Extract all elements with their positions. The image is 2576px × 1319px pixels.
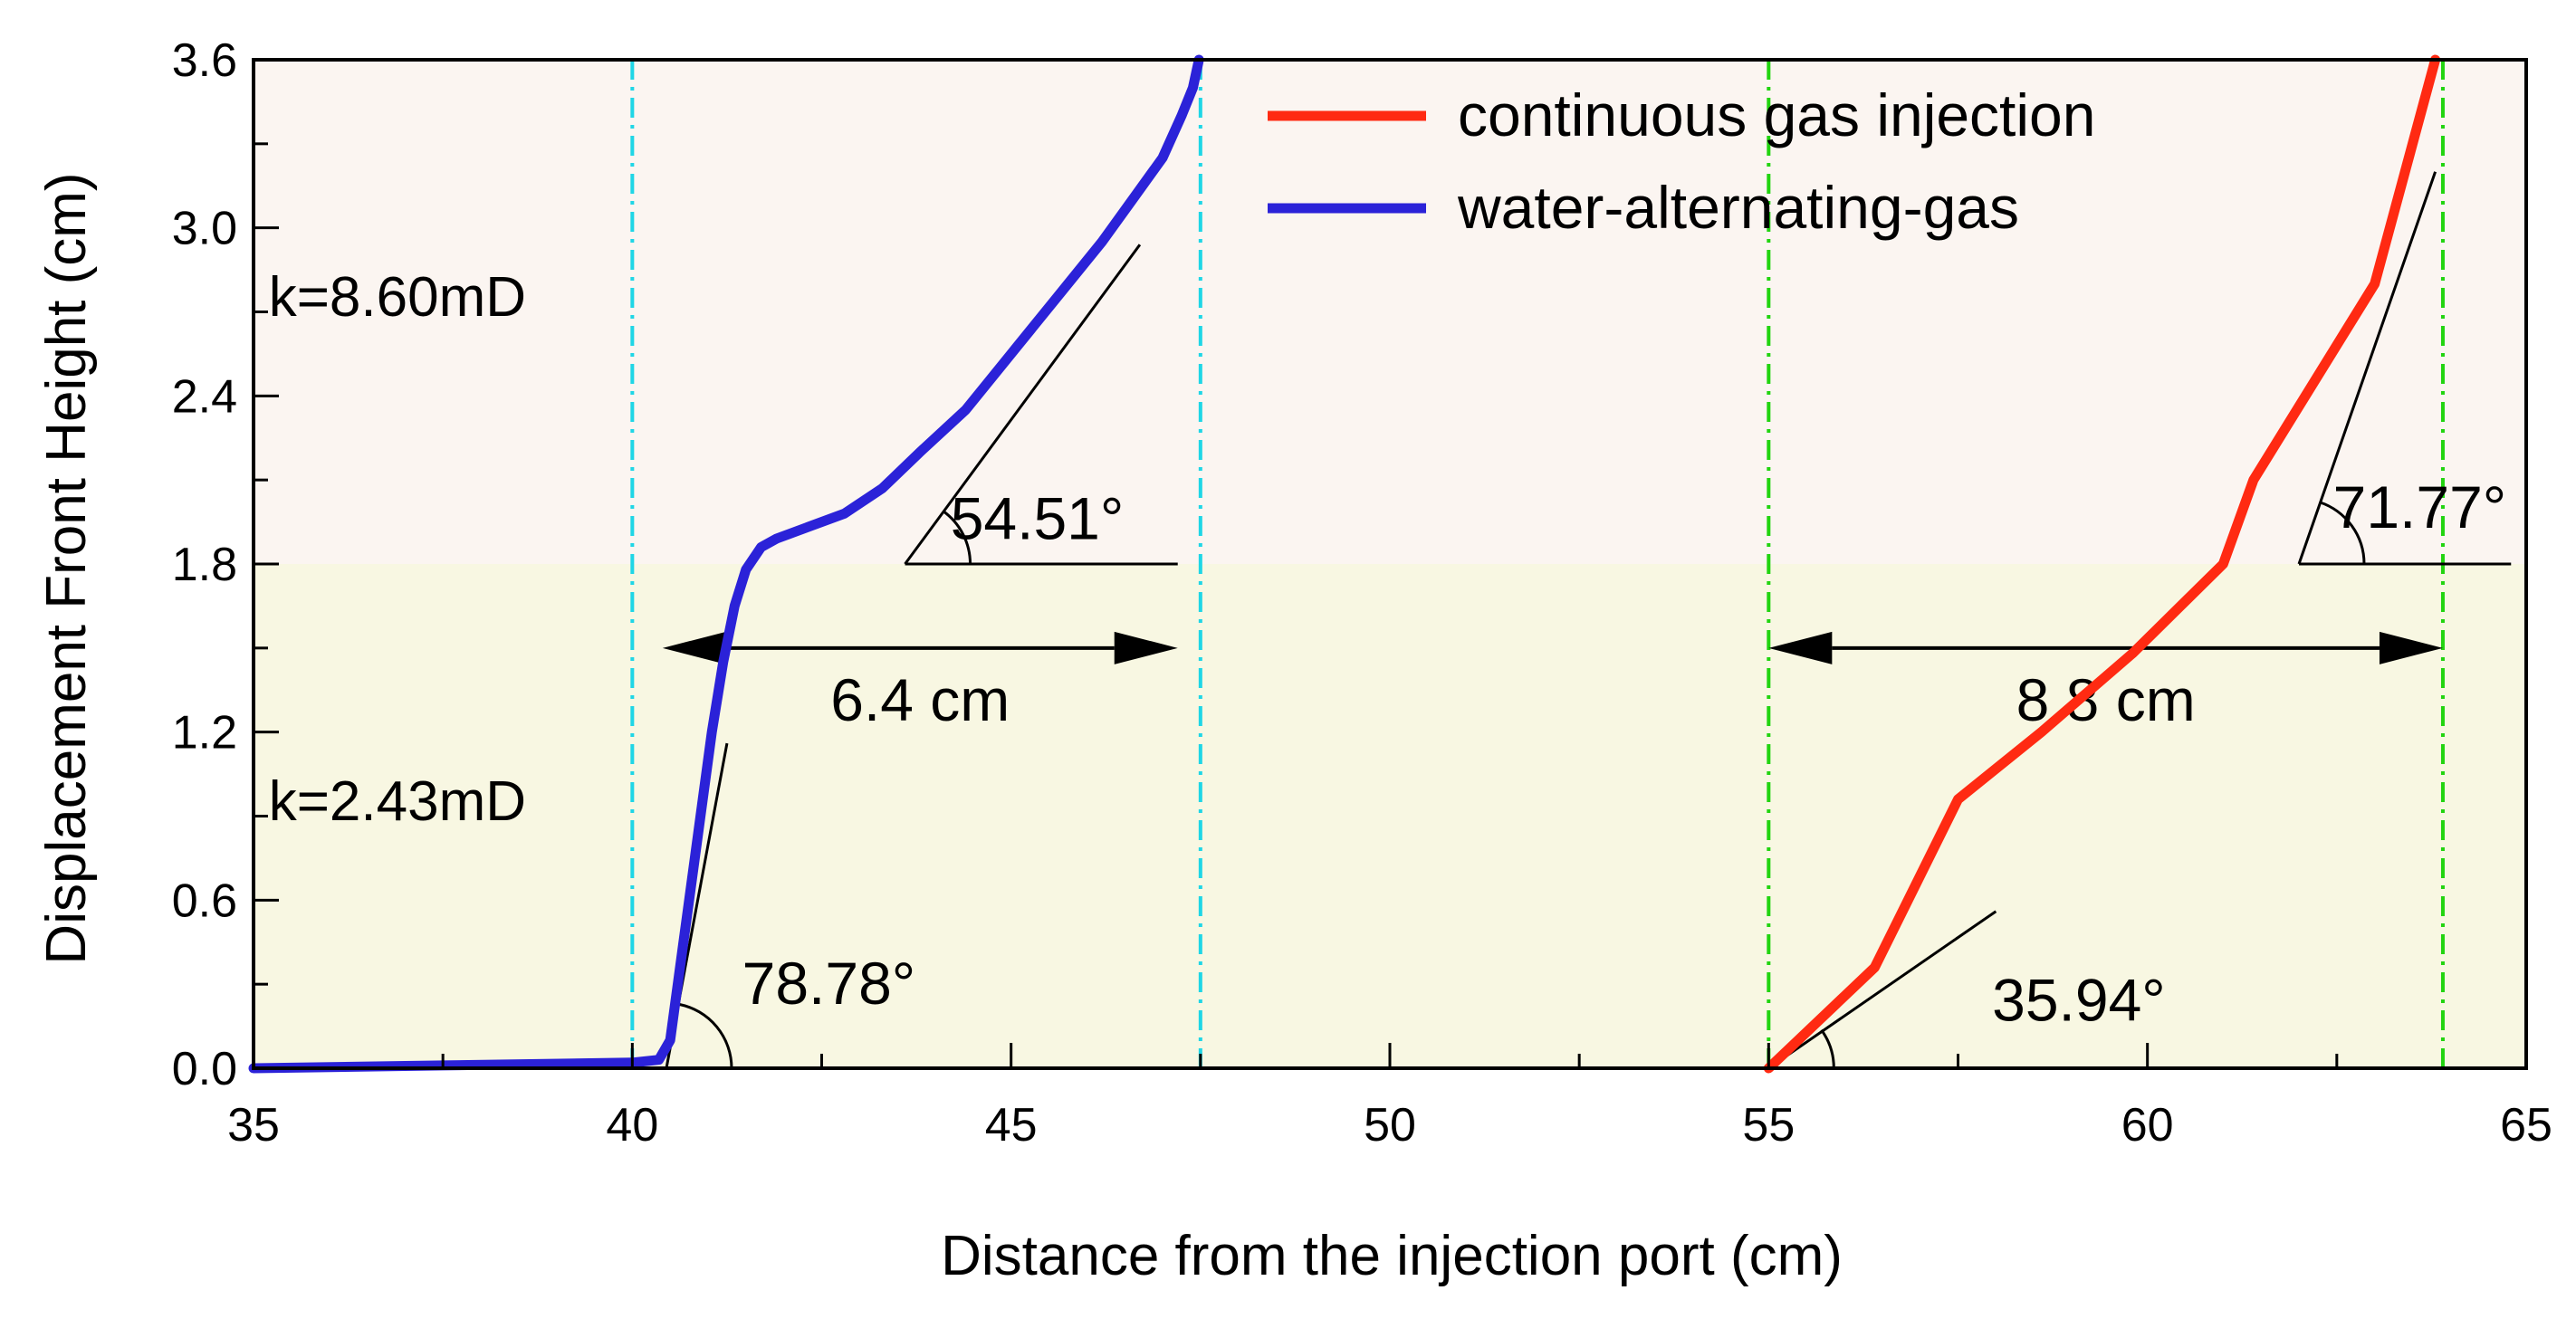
angle-arc xyxy=(1820,1028,1835,1069)
x-tick-label: 65 xyxy=(2500,1099,2552,1152)
span-arrowhead xyxy=(2379,631,2443,664)
series-line xyxy=(1763,54,2441,1074)
series-line xyxy=(248,54,1204,1074)
tangent-line xyxy=(1767,910,1997,1070)
legend-label: continuous gas injection xyxy=(1458,81,2095,148)
y-tick-label: 0.6 xyxy=(172,875,237,927)
legend-label: water-alternating-gas xyxy=(1457,174,2019,241)
y-tick-label: 2.4 xyxy=(172,370,237,423)
angle-label: 71.77° xyxy=(2333,473,2507,540)
region-label: k=2.43mD xyxy=(269,770,526,833)
x-tick-label: 50 xyxy=(1364,1099,1416,1152)
y-tick-label: 0.0 xyxy=(172,1043,237,1095)
x-tick-label: 55 xyxy=(1742,1099,1795,1152)
x-tick-label: 35 xyxy=(227,1099,280,1152)
axes: 35 40 45 50 55 60 65 0.0 0.6 1.2 1.8 2.4 3.0 3.6 xyxy=(172,34,2552,1152)
region-band xyxy=(254,60,2526,564)
y-tick-label: 1.8 xyxy=(172,539,237,591)
angle-label: 54.51° xyxy=(951,484,1125,551)
angle-arc xyxy=(2319,501,2366,565)
y-tick-label: 3.6 xyxy=(172,34,237,87)
y-tick-label: 1.2 xyxy=(172,707,237,760)
span-arrowhead xyxy=(1114,631,1178,664)
angle-label: 78.78° xyxy=(742,950,916,1017)
angle-label: 35.94° xyxy=(1992,967,2166,1034)
span-arrowhead xyxy=(662,631,726,664)
x-tick-label: 60 xyxy=(2121,1099,2174,1152)
x-tick-label: 40 xyxy=(606,1099,658,1152)
angle-arc xyxy=(678,1002,733,1069)
legend: continuous gas injection water-alternatin… xyxy=(1268,81,2095,241)
region-label: k=8.60mD xyxy=(269,266,526,329)
tangent-line xyxy=(2297,171,2437,565)
span-label: 6.4 cm xyxy=(830,666,1010,733)
angle-arc xyxy=(942,510,972,565)
span-arrowhead xyxy=(1768,631,1833,664)
y-axis-label: Displacement Front Height (cm) xyxy=(35,172,98,964)
x-axis-label: Distance from the injection port (cm) xyxy=(941,1225,1843,1287)
data-series xyxy=(248,54,2441,1074)
region-band xyxy=(254,564,2526,1068)
x-tick-label: 45 xyxy=(985,1099,1038,1152)
y-tick-label: 3.0 xyxy=(172,203,237,255)
